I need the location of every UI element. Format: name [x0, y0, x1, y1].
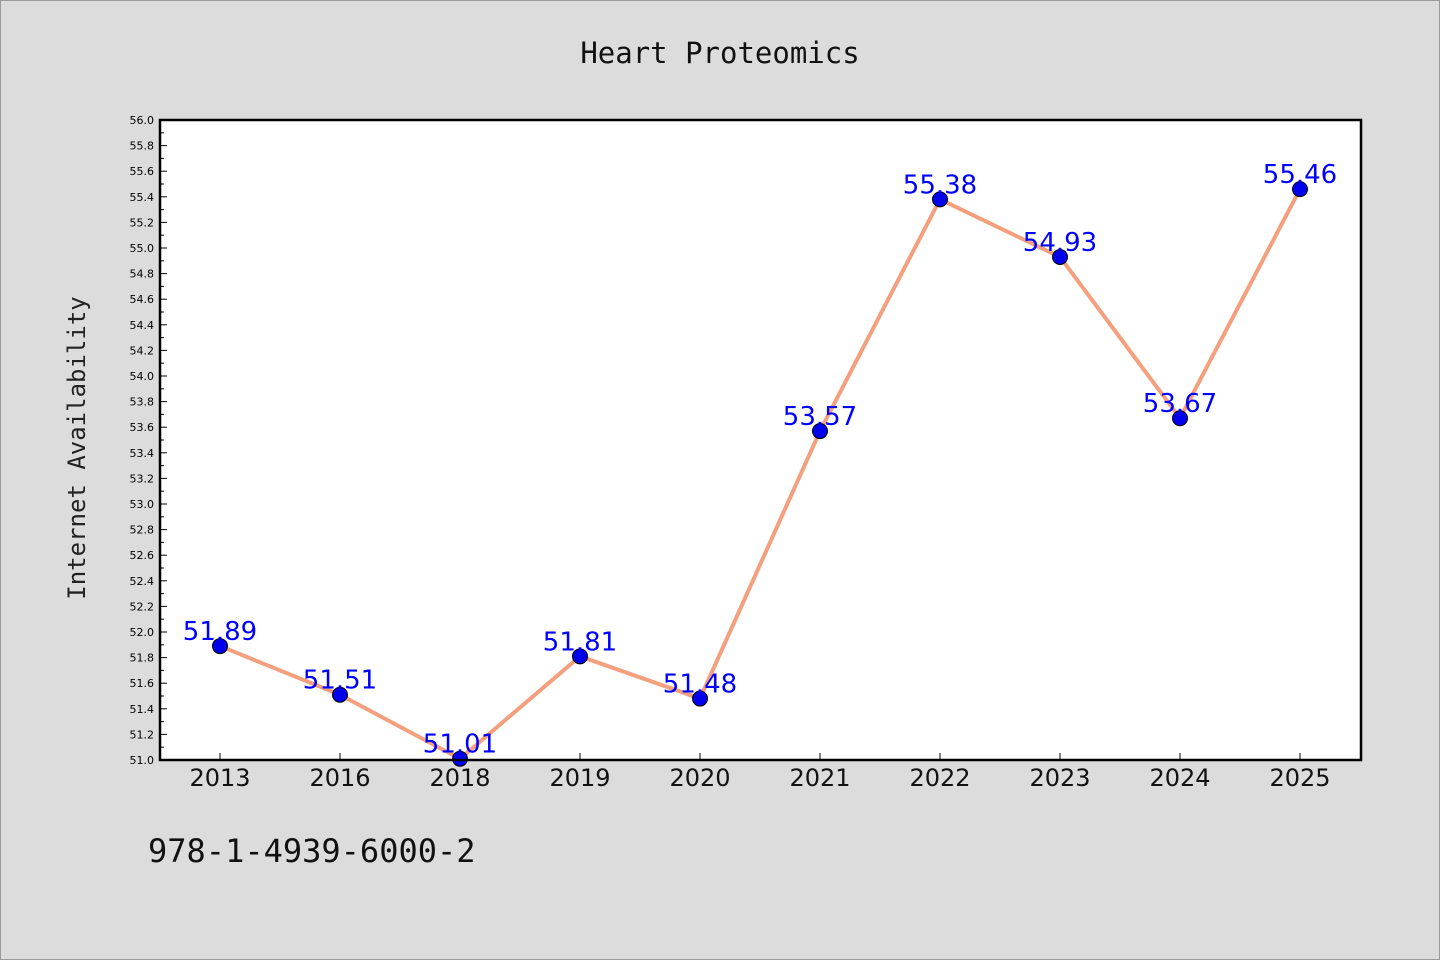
x-tick-label: 2020	[669, 764, 730, 792]
x-tick-label: 2018	[429, 764, 490, 792]
series-line	[219, 188, 1302, 761]
data-label: 51.89	[183, 617, 257, 647]
data-point	[932, 191, 948, 208]
y-tick-label: 53.8	[130, 396, 155, 409]
y-tick-label: 53.4	[130, 447, 155, 460]
data-point	[572, 648, 588, 665]
data-label: 51.81	[543, 627, 617, 657]
y-tick-label: 53.0	[130, 498, 155, 511]
y-tick-label: 54.8	[130, 268, 155, 281]
data-point	[452, 750, 468, 767]
y-tick-label: 54.0	[130, 370, 155, 383]
y-tick-label: 55.8	[130, 140, 155, 153]
y-tick-label: 54.6	[130, 293, 155, 306]
data-point	[1292, 181, 1308, 198]
y-tick-label: 53.6	[130, 421, 155, 434]
y-tick-label: 51.0	[130, 754, 155, 767]
x-tick-label: 2022	[909, 764, 970, 792]
plot-area	[160, 120, 1361, 760]
x-tick-label: 2024	[1149, 764, 1210, 792]
data-label: 53.67	[1143, 389, 1217, 419]
y-tick-label: 55.0	[130, 242, 155, 255]
y-tick-label: 55.6	[130, 165, 155, 178]
data-label: 54.93	[1023, 228, 1097, 258]
x-tick-label: 2021	[789, 764, 850, 792]
chart-title: Heart Proteomics	[580, 36, 859, 70]
y-tick-label: 54.2	[130, 344, 155, 357]
y-axis-label: Internet Availability	[63, 296, 91, 599]
data-label: 53.57	[783, 402, 857, 432]
data-point	[692, 690, 708, 707]
data-label: 55.38	[903, 170, 977, 200]
data-label: 51.48	[663, 670, 737, 700]
y-tick-label: 52.4	[130, 575, 155, 588]
data-point	[1172, 410, 1188, 427]
data-point	[212, 638, 228, 655]
data-label: 51.51	[303, 666, 377, 696]
y-tick-label: 55.2	[130, 216, 155, 229]
x-tick-label: 2016	[309, 764, 370, 792]
y-tick-label: 51.8	[130, 652, 155, 665]
y-tick-label: 54.4	[130, 319, 155, 332]
y-tick-label: 52.0	[130, 626, 155, 639]
y-tick-label: 52.8	[130, 524, 155, 537]
data-label: 51.01	[423, 730, 497, 760]
y-tick-label: 53.2	[130, 472, 155, 485]
y-tick-label: 55.4	[130, 191, 155, 204]
x-tick-label: 2023	[1029, 764, 1090, 792]
y-tick-label: 51.4	[130, 703, 155, 716]
y-tick-label: 52.6	[130, 549, 155, 562]
x-tick-label: 2013	[189, 764, 250, 792]
data-point	[1052, 248, 1068, 265]
plot-frame	[158, 118, 1363, 762]
y-tick-label: 56.0	[130, 114, 155, 127]
y-tick-label: 51.2	[130, 728, 155, 741]
x-tick-label: 2025	[1269, 764, 1330, 792]
isbn-text: 978-1-4939-6000-2	[148, 832, 476, 870]
y-tick-label: 52.2	[130, 600, 155, 613]
x-tick-label: 2019	[549, 764, 610, 792]
data-label: 55.46	[1263, 160, 1337, 190]
y-tick-label: 51.6	[130, 677, 155, 690]
data-point	[332, 686, 348, 703]
data-point	[812, 423, 828, 440]
